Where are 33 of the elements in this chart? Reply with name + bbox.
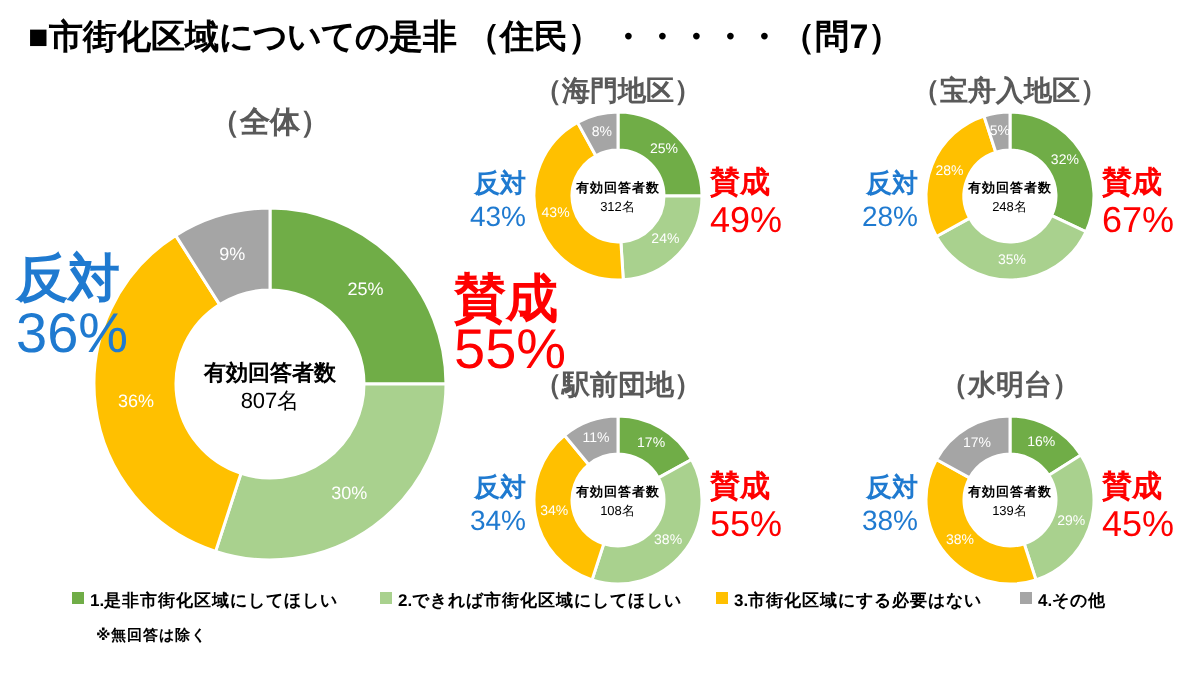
chart-subtitle: （水明台）	[940, 368, 1080, 400]
text: 38%	[861, 504, 918, 536]
text: 28%	[861, 200, 918, 232]
text: 有効回答者数	[202, 360, 338, 386]
text: 34%	[469, 504, 526, 536]
legend-label: 4.その他	[1038, 590, 1109, 610]
text: 67%	[1102, 200, 1175, 240]
chart-subtitle: （全体）	[210, 106, 330, 140]
legend-label: 2.できれば市街化区域にしてほしい	[398, 590, 683, 610]
legend-label: 1.是非市街化区域にしてほしい	[90, 590, 339, 610]
data-label: 30%	[331, 483, 368, 504]
text: 反対	[472, 472, 526, 502]
chart-subtitle: （駅前団地）	[534, 368, 702, 400]
text: 807名	[240, 390, 300, 414]
text: 賛成	[708, 470, 770, 504]
text: 反対	[864, 168, 918, 198]
chart-subtitle: （宝舟入地区）	[912, 74, 1108, 106]
text: 反対	[864, 472, 918, 502]
data-label: 9%	[219, 244, 246, 265]
text: 反対	[14, 248, 120, 308]
data-label: 25%	[347, 278, 384, 299]
text: 49%	[710, 200, 783, 240]
chart-title: ■市街化区域についての是非 （住民） ・・・・・（問7）	[28, 18, 903, 56]
text: 45%	[1102, 504, 1175, 544]
text: 55%	[710, 504, 783, 544]
text: 賛成	[1100, 166, 1162, 200]
text: 賛成	[1100, 470, 1162, 504]
legend-label: 3.市街化区域にする必要はない	[734, 590, 983, 610]
text: 43%	[469, 200, 526, 232]
text: 反対	[472, 168, 526, 198]
chart-subtitle: （海門地区）	[534, 74, 702, 106]
data-label: 36%	[118, 390, 155, 411]
text: 賛成	[708, 166, 770, 200]
